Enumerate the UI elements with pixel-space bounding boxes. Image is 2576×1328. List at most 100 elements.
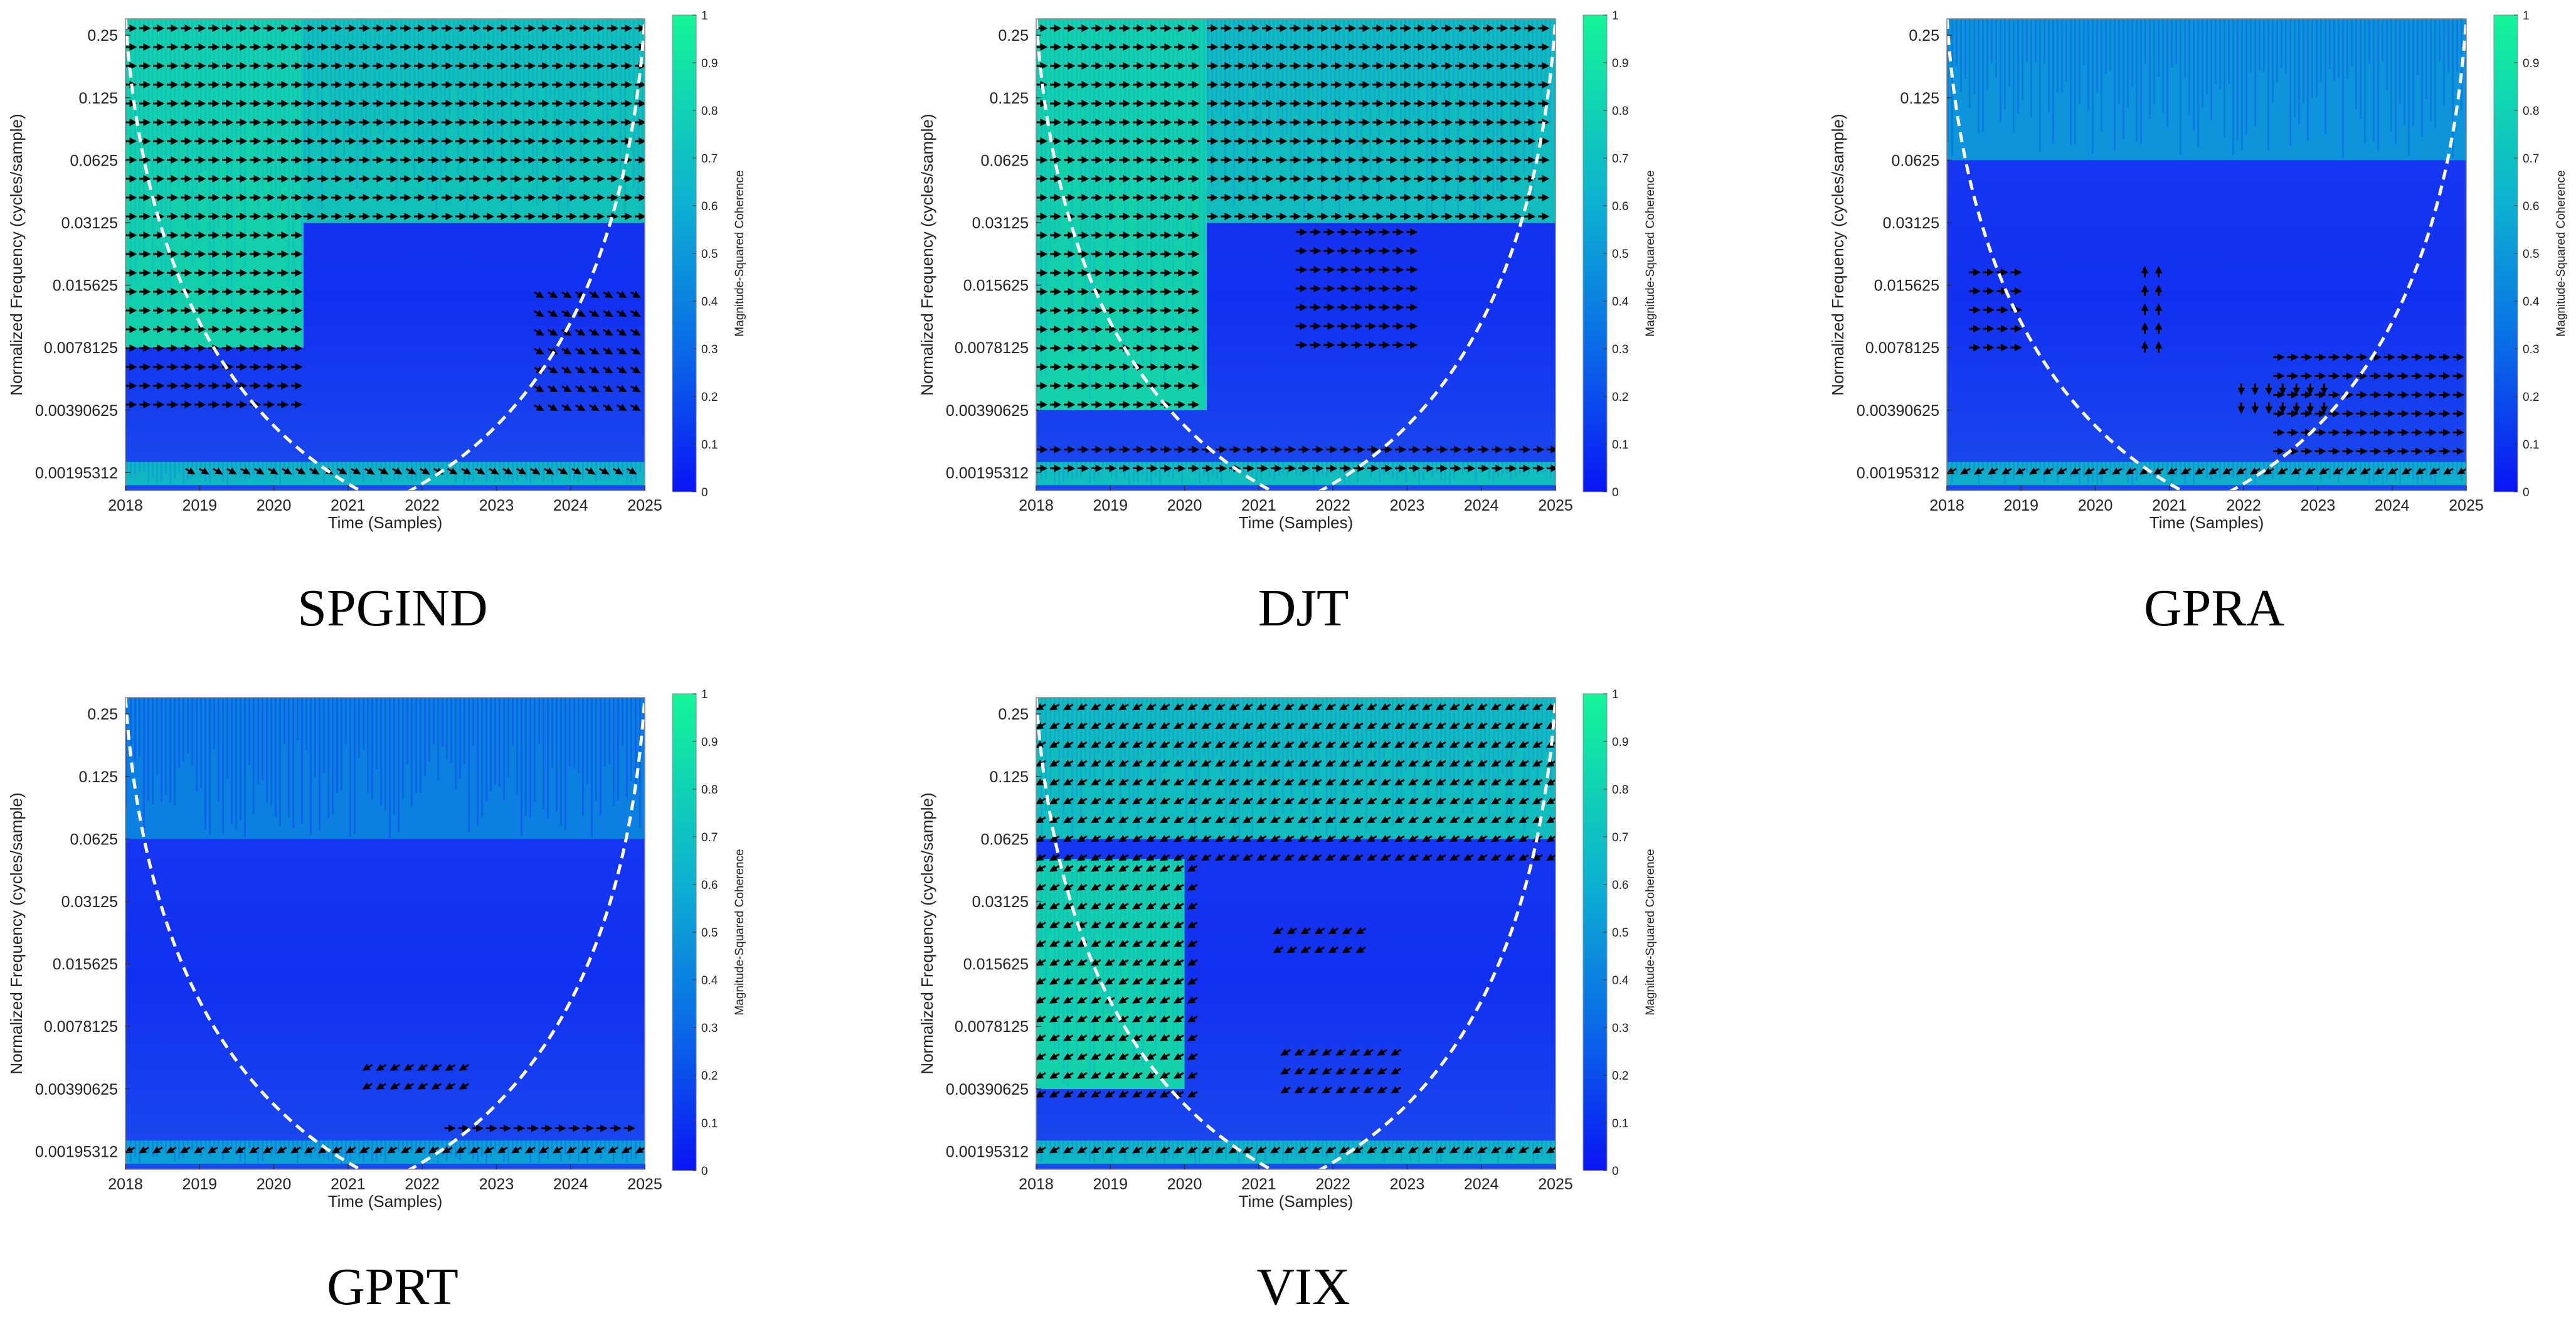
phase-arrow: [1380, 703, 1391, 711]
phase-arrow: [1545, 760, 1556, 767]
coherence-streak: [235, 462, 237, 473]
coherence-streak: [1506, 1140, 1508, 1159]
coherence-streak: [139, 698, 140, 757]
coherence-streak: [1054, 19, 1056, 244]
coherence-streak: [503, 698, 505, 800]
coherence-streak: [2272, 19, 2274, 103]
coherence-streak: [1190, 462, 1192, 470]
phase-arrow: [1463, 760, 1474, 767]
coherence-streak: [2206, 462, 2208, 479]
coherence-streak: [525, 462, 527, 479]
phase-arrow: [390, 1082, 401, 1090]
coherence-streak: [1115, 859, 1117, 1056]
coherence-streak: [2404, 462, 2405, 473]
y-tick-label: 0.00390625: [35, 402, 118, 420]
phase-arrow: [1049, 1071, 1060, 1079]
coherence-streak: [1089, 462, 1091, 484]
coherence-streak: [1969, 462, 1971, 474]
coherence-streak: [1515, 698, 1517, 757]
coherence-streak: [2000, 19, 2001, 123]
coherence-streak: [2377, 19, 2379, 152]
coherence-streak: [1238, 19, 1240, 124]
coherence-streak: [1286, 19, 1288, 135]
coherence-streak: [1137, 19, 1139, 309]
x-tick-label: 2018: [1019, 1176, 1054, 1193]
colorbar-tick-label: 0.2: [1612, 1070, 1628, 1083]
panel-caption: DJT: [1258, 579, 1349, 637]
coherence-streak: [134, 1140, 136, 1157]
phase-arrow: [2070, 467, 2081, 475]
phase-arrow: [362, 1063, 373, 1071]
coherence-streak: [1365, 1140, 1367, 1148]
x-tick-label: 2024: [2375, 497, 2410, 514]
phase-arrow: [152, 1146, 163, 1154]
coherence-streak: [1532, 462, 1534, 470]
phase-arrow: [1063, 741, 1074, 748]
phase-arrow: [1311, 703, 1322, 711]
coherence-streak: [1978, 19, 1980, 134]
coherence-streak: [1510, 698, 1512, 816]
colorbar-tick-label: 0.8: [2523, 105, 2539, 118]
coherence-streak: [305, 698, 307, 750]
phase-arrow: [2442, 467, 2454, 475]
coherence-streak: [1221, 1140, 1222, 1149]
colorbar-tick-label: 0.4: [2523, 295, 2540, 309]
coherence-streak: [231, 19, 233, 307]
coherence-streak: [1163, 698, 1165, 773]
phase-arrow: [350, 467, 361, 475]
coherence-streak: [1273, 462, 1275, 481]
phase-arrow: [1036, 921, 1046, 928]
coherence-streak: [288, 698, 290, 818]
coherence-streak: [477, 698, 479, 826]
phase-arrow: [524, 1146, 536, 1154]
coherence-streak: [457, 19, 459, 176]
phase-arrow: [598, 467, 610, 475]
phase-arrow: [1104, 921, 1115, 928]
phase-arrow: [2042, 467, 2054, 475]
phase-arrow: [403, 1063, 415, 1071]
phase-arrow: [1476, 722, 1488, 730]
coherence-streak: [1466, 19, 1468, 107]
coherence-streak: [147, 19, 149, 164]
coherence-streak: [1163, 19, 1165, 392]
coherence-streak: [477, 462, 479, 471]
coherence-streak: [558, 19, 560, 218]
phase-arrow: [226, 467, 237, 475]
coherence-streak: [433, 698, 435, 745]
coherence-streak: [323, 462, 325, 484]
coherence-streak: [2228, 462, 2230, 475]
colorbar-tick-label: 0.7: [1612, 831, 1628, 844]
coherence-streak: [531, 19, 534, 174]
phase-arrow: [547, 385, 558, 393]
phase-arrow: [240, 467, 251, 475]
coherence-streak: [1502, 698, 1503, 775]
phase-arrow: [378, 467, 389, 475]
phase-arrow: [1159, 921, 1170, 928]
coherence-streak: [1063, 19, 1064, 141]
phase-arrow: [1449, 703, 1460, 711]
phase-arrow: [1214, 703, 1226, 711]
coherence-streak: [490, 462, 492, 473]
phase-arrow: [1049, 959, 1060, 966]
coherence-streak: [2224, 462, 2225, 474]
phase-arrow: [1090, 741, 1101, 748]
coherence-region: [1036, 698, 1556, 839]
phase-arrow: [1104, 1090, 1115, 1098]
coherence-streak: [573, 1140, 575, 1150]
coherence-streak: [1190, 19, 1192, 289]
phase-arrow: [616, 290, 627, 299]
y-tick-label: 0.0078125: [1865, 339, 1939, 357]
coherence-streak: [2232, 19, 2234, 155]
coherence-streak: [1418, 698, 1420, 768]
phase-arrow: [580, 1146, 591, 1154]
coherence-streak: [292, 698, 294, 828]
colorbar-tick-label: 0.1: [701, 1117, 718, 1130]
coherence-streak: [564, 462, 566, 471]
phase-arrow: [533, 328, 544, 336]
x-tick-label: 2021: [1241, 497, 1276, 514]
phase-arrow: [1090, 778, 1101, 786]
y-tick-label: 0.015625: [53, 277, 118, 295]
coherence-streak: [2237, 462, 2239, 477]
coherence-streak: [2114, 19, 2116, 151]
coherence-streak: [1431, 462, 1433, 477]
